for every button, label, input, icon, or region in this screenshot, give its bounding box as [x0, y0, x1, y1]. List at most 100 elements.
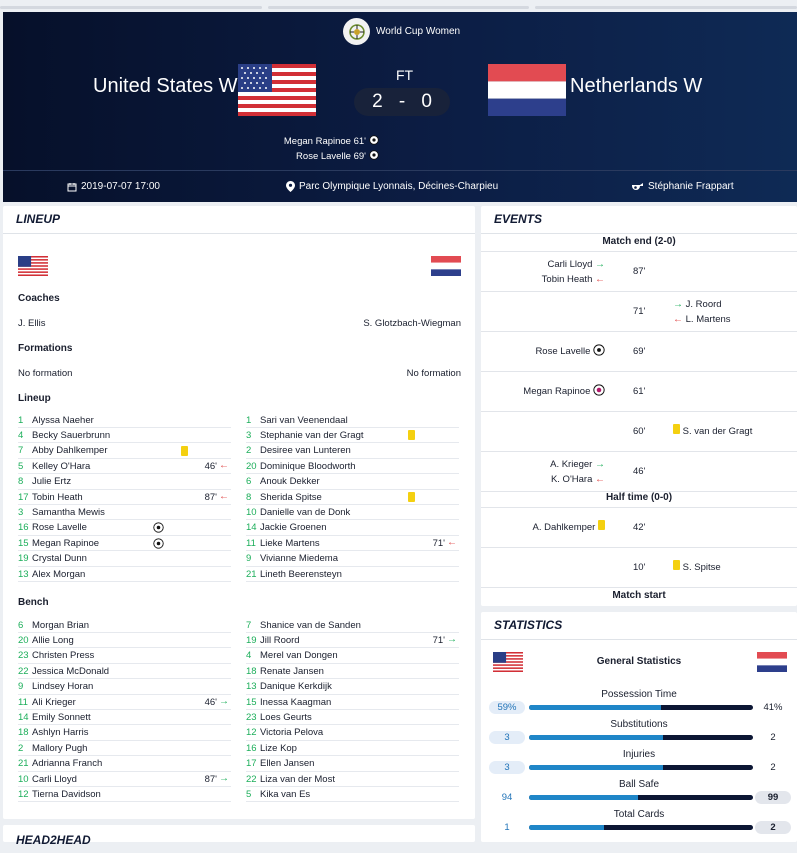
player-row[interactable]: 16 Rose Lavelle — [18, 521, 231, 536]
player-out[interactable]: K. O'Hara — [550, 474, 593, 485]
stat-label: Substitutions — [610, 719, 668, 730]
player-out[interactable]: L. Martens — [685, 314, 731, 325]
statistics-group-title: General Statistics — [596, 656, 682, 667]
player-row[interactable]: 8 Sherida Spitse — [246, 490, 459, 505]
player-row[interactable]: 10 Carli Lloyd 87' → — [18, 772, 231, 787]
player-in[interactable]: Carli Lloyd — [547, 259, 593, 270]
player-name: Victoria Pelova — [260, 727, 324, 739]
player-number: 17 — [18, 491, 29, 503]
player-number: 16 — [18, 522, 29, 534]
player-name: Merel van Dongen — [260, 650, 338, 662]
player-row[interactable]: 13 Danique Kerkdijk — [246, 680, 459, 695]
yellow-card-icon — [598, 520, 605, 530]
match-referee[interactable]: Stéphanie Frappart — [631, 181, 734, 192]
player-name: Inessa Kaagman — [260, 696, 332, 708]
stat-away-value: 2 — [770, 762, 776, 773]
player-row[interactable]: 5 Kelley O'Hara 46' ← — [18, 459, 231, 475]
player-number: 19 — [246, 634, 257, 646]
player-row[interactable]: 9 Lindsey Horan — [18, 680, 231, 695]
player-row[interactable]: 18 Renate Jansen — [246, 664, 459, 680]
usa-flag-icon — [493, 652, 523, 672]
player-row[interactable]: 19 Jill Roord 71' → — [246, 633, 459, 649]
player-name: Sherida Spitse — [260, 491, 322, 503]
player-number: 8 — [246, 491, 252, 503]
player-row[interactable]: 5 Kika van Es — [246, 787, 459, 803]
player-row[interactable]: 22 Liza van der Most — [246, 772, 459, 787]
card-player[interactable]: S. Spitse — [682, 562, 721, 573]
player-number: 11 — [18, 696, 28, 708]
player-row[interactable]: 17 Ellen Jansen — [246, 757, 459, 772]
player-row[interactable]: 11 Ali Krieger 46' → — [18, 695, 231, 710]
player-row[interactable]: 13 Alex Morgan — [18, 567, 231, 582]
home-coach[interactable]: J. Ellis — [18, 318, 46, 329]
player-row[interactable]: 12 Victoria Pelova — [246, 726, 459, 741]
player-row[interactable]: 3 Samantha Mewis — [18, 505, 231, 521]
player-name: Alex Morgan — [32, 568, 86, 580]
player-row[interactable]: 8 Julie Ertz — [18, 475, 231, 490]
player-row[interactable]: 20 Allie Long — [18, 633, 231, 649]
player-row[interactable]: 6 Morgan Brian — [18, 618, 231, 633]
player-row[interactable]: 1 Alyssa Naeher — [18, 413, 231, 428]
player-row[interactable]: 23 Christen Press — [18, 649, 231, 664]
player-in[interactable]: A. Krieger — [550, 459, 593, 470]
player-row[interactable]: 20 Dominique Bloodworth — [246, 459, 459, 475]
player-row[interactable]: 2 Desiree van Lunteren — [246, 444, 459, 459]
player-in[interactable]: J. Roord — [685, 299, 722, 310]
scorer-name[interactable]: Megan Rapinoe — [523, 386, 591, 397]
card-player[interactable]: S. van der Gragt — [682, 426, 753, 437]
player-name: Abby Dahlkemper — [32, 445, 108, 457]
player-row[interactable]: 7 Shanice van de Sanden — [246, 618, 459, 633]
stat-bar-home-fill — [529, 765, 664, 770]
event-minute: 87' — [633, 266, 646, 277]
player-row[interactable]: 12 Tierna Davidson — [18, 787, 231, 803]
player-out[interactable]: Tobin Heath — [541, 274, 593, 285]
events-card: EVENTS Match end (2-0) Carli Lloyd → Tob… — [481, 206, 797, 606]
netherlands-flag-icon — [431, 256, 461, 276]
player-name: Alyssa Naeher — [32, 414, 94, 426]
competition-link[interactable]: World Cup Women — [343, 18, 460, 45]
player-row[interactable]: 14 Jackie Groenen — [246, 521, 459, 536]
player-row[interactable]: 14 Emily Sonnett — [18, 710, 231, 726]
player-row[interactable]: 7 Abby Dahlkemper — [18, 444, 231, 459]
player-row[interactable]: 10 Danielle van de Donk — [246, 505, 459, 521]
player-number: 22 — [18, 665, 29, 677]
player-row[interactable]: 21 Adrianna Franch — [18, 757, 231, 772]
player-row[interactable]: 9 Vivianne Miedema — [246, 552, 459, 567]
player-row[interactable]: 6 Anouk Dekker — [246, 475, 459, 490]
player-row[interactable]: 23 Loes Geurts — [246, 710, 459, 726]
player-row[interactable]: 2 Mallory Pugh — [18, 741, 231, 757]
home-team-name[interactable]: United States W — [93, 75, 238, 97]
player-name: Danielle van de Donk — [260, 506, 351, 518]
match-status: FT — [396, 67, 414, 83]
stat-label: Total Cards — [613, 809, 665, 820]
scorer-name[interactable]: Rose Lavelle — [535, 346, 591, 357]
player-row[interactable]: 4 Merel van Dongen — [246, 649, 459, 664]
player-row[interactable]: 17 Tobin Heath 87' ← — [18, 490, 231, 505]
statistics-title: STATISTICS — [481, 612, 797, 640]
event-minute: 42' — [633, 522, 646, 533]
player-row[interactable]: 15 Megan Rapinoe — [18, 536, 231, 552]
player-row[interactable]: 19 Crystal Dunn — [18, 552, 231, 567]
event-goal-69: Rose Lavelle 69' — [481, 332, 797, 372]
away-team-name[interactable]: Netherlands W — [570, 75, 703, 97]
half-time-separator: Half time (0-0) — [481, 492, 797, 508]
score-separator: - — [398, 91, 406, 112]
whistle-icon — [632, 182, 643, 190]
player-row[interactable]: 16 Lize Kop — [246, 741, 459, 757]
stat-bar — [529, 735, 753, 740]
goal-scorers: Megan Rapinoe 61' Rose Lavelle 69' — [284, 134, 379, 164]
player-row[interactable]: 3 Stephanie van der Gragt — [246, 428, 459, 444]
player-row[interactable]: 21 Lineth Beerensteyn — [246, 567, 459, 582]
player-row[interactable]: 11 Lieke Martens 71' ← — [246, 536, 459, 552]
match-venue[interactable]: Parc Olympique Lyonnais, Décines-Charpie… — [286, 181, 498, 192]
player-row[interactable]: 15 Inessa Kaagman — [246, 695, 459, 710]
player-row[interactable]: 4 Becky Sauerbrunn — [18, 428, 231, 444]
player-number: 23 — [246, 711, 257, 723]
player-row[interactable]: 18 Ashlyn Harris — [18, 726, 231, 741]
away-coach[interactable]: S. Glotzbach-Wiegman — [363, 318, 461, 329]
card-player[interactable]: A. Dahlkemper — [532, 522, 596, 533]
formations-heading: Formations — [18, 343, 73, 354]
player-name: Stephanie van der Gragt — [260, 429, 364, 441]
player-row[interactable]: 22 Jessica McDonald — [18, 664, 231, 680]
player-row[interactable]: 1 Sari van Veenendaal — [246, 413, 459, 428]
